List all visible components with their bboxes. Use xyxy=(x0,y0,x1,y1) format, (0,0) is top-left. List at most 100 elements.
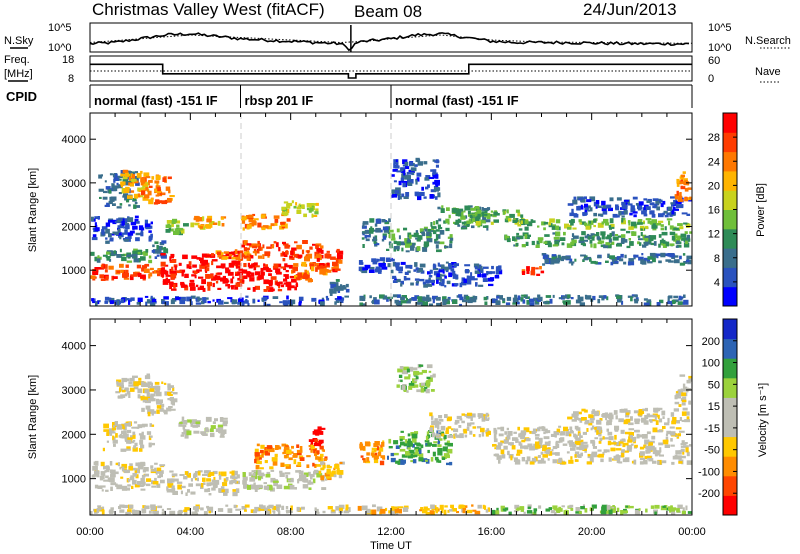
vel-cell xyxy=(376,506,383,512)
power-cell xyxy=(615,205,620,211)
vel-cell xyxy=(253,510,258,514)
vel-cell xyxy=(180,510,183,514)
power-cell xyxy=(150,295,153,299)
power-cell xyxy=(627,261,631,266)
vel-cell xyxy=(415,376,419,380)
power-cell xyxy=(237,271,243,275)
vel-cell xyxy=(582,448,587,451)
vel-cell xyxy=(532,428,537,433)
vel-cell xyxy=(657,414,660,420)
power-cell xyxy=(445,218,450,224)
vel-cell xyxy=(146,373,150,377)
power-cell xyxy=(475,282,478,287)
power-cell xyxy=(382,233,387,238)
vel-cell xyxy=(467,414,473,419)
vel-cell xyxy=(659,447,662,453)
x-tick-label: 20:00 xyxy=(578,526,606,538)
power-cell xyxy=(620,228,626,231)
power-cell xyxy=(580,221,586,225)
freq-right-tick-bottom: 0 xyxy=(708,73,714,85)
power-cell xyxy=(264,264,268,269)
vel-cell xyxy=(102,475,105,480)
vel-cell xyxy=(540,451,544,455)
vel-cell xyxy=(128,466,134,471)
power-cell xyxy=(674,208,679,211)
vel-cell xyxy=(263,485,270,490)
vel-cell xyxy=(169,510,176,515)
vel-cell xyxy=(443,434,447,440)
power-cell xyxy=(431,229,434,232)
power-cell xyxy=(283,278,288,282)
vel-cell xyxy=(261,453,264,458)
power-cell xyxy=(517,223,522,227)
vel-cell xyxy=(144,389,150,394)
vel-cell xyxy=(402,507,409,512)
power-cell xyxy=(246,257,250,261)
power-cell xyxy=(640,232,643,237)
power-cell xyxy=(138,258,141,262)
power-cell xyxy=(291,269,294,274)
power-cell xyxy=(271,244,275,249)
power-cell xyxy=(577,295,580,300)
power-cell xyxy=(583,239,588,242)
power-cell xyxy=(342,286,347,290)
cpid-label: CPID xyxy=(6,89,37,104)
vel-cell xyxy=(665,436,669,441)
power-cell xyxy=(674,194,678,198)
vel-cell xyxy=(679,374,686,377)
beam-label: Beam 08 xyxy=(354,2,422,21)
power-cell xyxy=(208,274,214,279)
vel-cell xyxy=(215,483,218,488)
power-cell xyxy=(433,271,440,276)
power-colorbar-tick-label: 28 xyxy=(708,132,720,144)
vel-cell xyxy=(426,364,433,369)
power-cell xyxy=(656,206,660,211)
power-cell xyxy=(424,177,430,181)
power-cell xyxy=(409,264,413,269)
vel-cell xyxy=(598,440,602,444)
power-cell xyxy=(467,298,473,304)
vel-cell xyxy=(521,457,526,462)
power-cell xyxy=(374,243,380,246)
vel-cell xyxy=(600,510,607,515)
vel-cell xyxy=(427,442,432,446)
power-cell xyxy=(512,236,516,241)
power-cell xyxy=(683,294,686,298)
cpid-strip: normal (fast) -151 IF rbsp 201 IF normal (… xyxy=(89,84,693,108)
power-cell xyxy=(655,223,662,226)
power-cell xyxy=(326,297,330,301)
power-cell xyxy=(337,296,342,300)
vel-cell xyxy=(531,457,536,463)
power-cell xyxy=(374,223,378,227)
vel-cell xyxy=(582,431,587,435)
vel-cell xyxy=(678,404,682,407)
power-cell xyxy=(603,244,609,249)
power-cell xyxy=(655,201,660,206)
vel-cell xyxy=(502,507,509,511)
power-cell xyxy=(427,184,430,188)
power-cell xyxy=(669,225,674,230)
power-cell xyxy=(652,257,656,263)
power-cell xyxy=(151,298,157,303)
power-cell xyxy=(262,296,268,301)
power-cell xyxy=(687,187,692,190)
power-cell xyxy=(121,221,125,226)
power-cell xyxy=(273,241,277,244)
vel-cell xyxy=(234,470,238,476)
power-cell xyxy=(434,179,440,185)
vel-cell xyxy=(285,464,291,469)
power-cell xyxy=(668,220,671,226)
vel-cell xyxy=(407,454,413,459)
power-cell xyxy=(506,238,511,243)
vel-cell xyxy=(618,461,623,464)
vel-cell xyxy=(444,505,448,508)
power-cell xyxy=(601,207,607,212)
power-cell xyxy=(104,300,108,304)
power-cell xyxy=(108,233,112,238)
power-cell xyxy=(286,211,289,216)
power-cell xyxy=(108,189,112,194)
vel-cell xyxy=(425,459,428,462)
vel-cell xyxy=(487,417,490,420)
power-cell xyxy=(499,269,503,275)
